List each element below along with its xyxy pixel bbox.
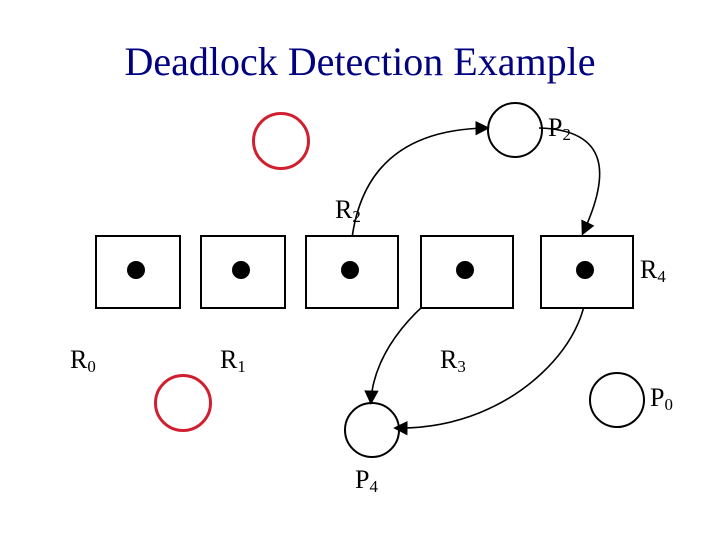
node-label: R0 [70, 345, 96, 375]
resource-instance-dot [341, 261, 359, 279]
process-circle [154, 374, 212, 432]
process-circle [589, 372, 645, 428]
process-circle [252, 112, 310, 170]
process-circle [344, 402, 400, 458]
resource-instance-dot [456, 261, 474, 279]
node-label: P0 [650, 383, 673, 413]
node-label: R2 [335, 195, 361, 225]
node-label: R3 [440, 345, 466, 375]
resource-instance-dot [576, 261, 594, 279]
page-title: Deadlock Detection Example [0, 38, 720, 85]
node-label: R1 [220, 345, 246, 375]
process-circle [487, 102, 543, 158]
node-label: P2 [548, 113, 571, 143]
node-label: R4 [640, 255, 666, 285]
resource-instance-dot [232, 261, 250, 279]
resource-instance-dot [127, 261, 145, 279]
node-label: P4 [355, 465, 378, 495]
